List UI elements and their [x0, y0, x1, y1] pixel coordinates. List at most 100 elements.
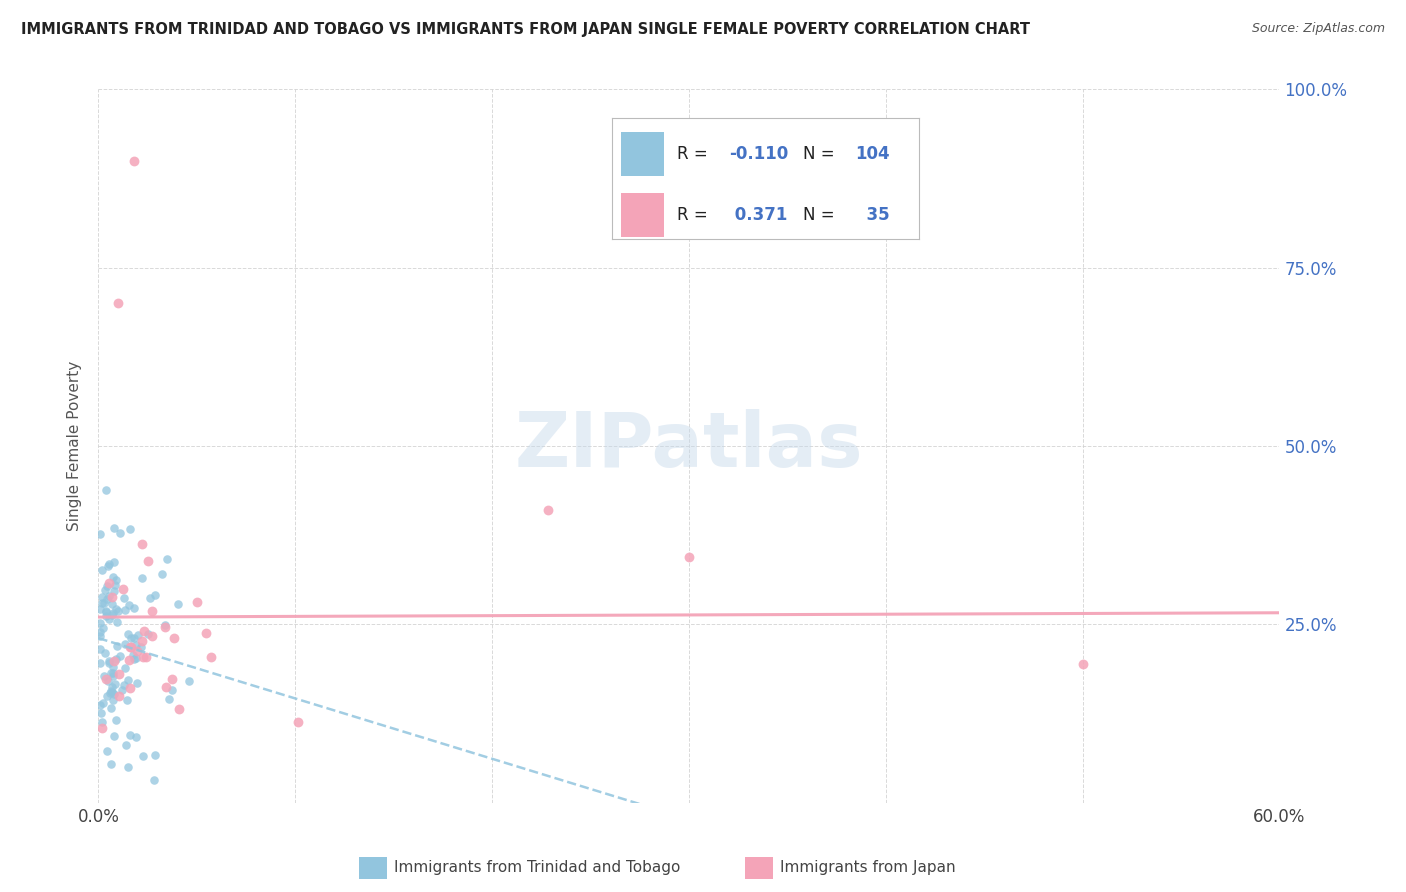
Point [131, 640, 153, 654]
Point [143, 748, 166, 763]
Point [134, 624, 156, 638]
Point [96, 591, 118, 606]
Point [114, 603, 136, 617]
Point [120, 631, 142, 645]
Point [103, 521, 125, 535]
Point [114, 738, 136, 752]
Point [100, 591, 122, 605]
Point [91, 721, 114, 735]
Point [136, 626, 159, 640]
Point [100, 665, 122, 680]
Point [131, 536, 153, 550]
Point [94, 483, 117, 498]
Point [90, 706, 112, 720]
Point [135, 650, 157, 665]
Point [89, 624, 111, 639]
Point [111, 582, 134, 596]
Point [89, 698, 111, 712]
Point [108, 648, 131, 663]
Point [125, 644, 148, 658]
Point [103, 660, 125, 674]
Point [120, 728, 142, 742]
Text: 0.371: 0.371 [728, 206, 787, 224]
Point [96, 673, 118, 687]
Point [90, 563, 112, 577]
Point [117, 760, 139, 774]
Point [118, 653, 141, 667]
Point [101, 669, 124, 683]
Point [89, 615, 111, 630]
Point [90, 596, 112, 610]
Point [118, 598, 141, 612]
Point [89, 629, 111, 643]
Point [96, 744, 118, 758]
Point [107, 296, 129, 310]
Point [104, 602, 127, 616]
Point [93, 596, 115, 610]
Point [101, 665, 124, 680]
Point [120, 640, 142, 655]
Point [156, 551, 179, 566]
Point [100, 683, 122, 698]
Text: ZIPatlas: ZIPatlas [515, 409, 863, 483]
Point [160, 682, 183, 697]
Point [93, 669, 115, 683]
Point [97, 576, 120, 591]
Point [141, 603, 163, 617]
Point [125, 675, 148, 690]
Point [101, 684, 124, 698]
Point [101, 597, 124, 611]
Point [112, 678, 135, 692]
Point [155, 680, 177, 694]
Point [139, 591, 162, 605]
Text: R =: R = [676, 206, 713, 224]
Point [94, 606, 117, 620]
Point [186, 595, 208, 609]
Text: Source: ZipAtlas.com: Source: ZipAtlas.com [1251, 22, 1385, 36]
Point [100, 700, 122, 714]
Point [103, 654, 125, 668]
Point [120, 523, 142, 537]
Point [112, 591, 135, 606]
Point [122, 652, 145, 666]
Point [104, 713, 127, 727]
Point [89, 601, 111, 615]
Point [166, 598, 188, 612]
Point [155, 620, 177, 634]
Point [131, 571, 153, 585]
Point [115, 692, 138, 706]
Point [97, 674, 120, 689]
Point [98, 590, 121, 604]
Point [104, 577, 127, 591]
Point [104, 573, 127, 587]
Point [96, 604, 118, 618]
Text: N =: N = [803, 206, 839, 224]
Point [118, 640, 141, 654]
Point [97, 558, 120, 573]
Point [104, 677, 127, 691]
Point [98, 654, 121, 668]
Point [136, 554, 159, 568]
Point [117, 673, 139, 688]
Text: R =: R = [676, 145, 713, 163]
Point [132, 748, 155, 763]
Point [122, 648, 145, 663]
Y-axis label: Single Female Poverty: Single Female Poverty [67, 361, 83, 531]
Point [96, 689, 118, 703]
Point [194, 626, 217, 640]
Point [91, 696, 114, 710]
Point [157, 692, 180, 706]
Point [94, 583, 117, 598]
Point [111, 683, 134, 698]
Point [125, 650, 148, 665]
Point [107, 604, 129, 618]
Point [143, 588, 166, 602]
Point [101, 606, 124, 620]
Point [108, 526, 131, 541]
Point [114, 661, 136, 675]
Text: -0.110: -0.110 [728, 145, 789, 163]
Point [93, 647, 115, 661]
Point [105, 640, 128, 654]
Point [103, 584, 125, 599]
Point [127, 628, 149, 642]
